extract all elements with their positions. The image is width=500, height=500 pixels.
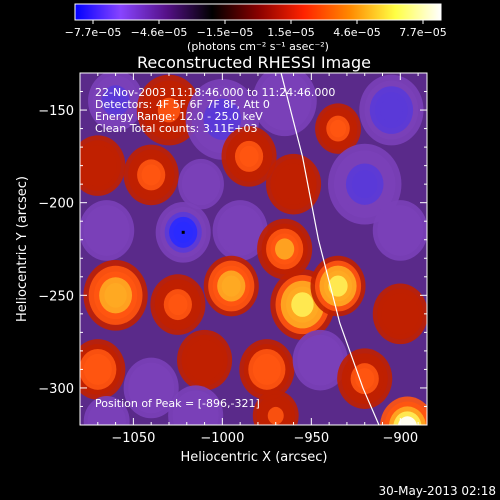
intensity-blob-positive: [83, 259, 148, 331]
intensity-blob-positive: [177, 329, 233, 391]
chart-title: Reconstructed RHESSI Image: [137, 53, 371, 72]
intensity-blob-negative: [88, 73, 144, 132]
colorbar-tick-label: 4.6e−05: [333, 26, 380, 39]
y-tick-label: −200: [38, 197, 74, 212]
x-tick-label: −1050: [111, 431, 155, 446]
intensity-blob-negative: [178, 158, 224, 210]
intensity-blob-negative: [83, 396, 130, 425]
intensity-blob-negative: [372, 200, 427, 261]
colorbar-unit-label: (photons cm⁻² s⁻¹ asec⁻²): [187, 40, 329, 53]
annotation-counts: Clean Total counts: 3.11E+03: [95, 122, 258, 135]
colorbar-ticks: −7.7e−05 −4.6e−05 −1.5e−05 1.5e−05 4.6e−05 7.…: [65, 20, 447, 39]
annotation-time: 22-Nov-2003 11:18:46.000 to 11:24:46.000: [95, 86, 335, 99]
intensity-blob-negative: [252, 73, 317, 137]
intensity-blob-negative: [327, 143, 402, 225]
annotation-block: 22-Nov-2003 11:18:46.000 to 11:24:46.000…: [95, 86, 335, 135]
intensity-map: [80, 73, 427, 425]
solar-limb-line: [280, 73, 380, 425]
colorbar-tick-label: −1.5e−05: [197, 26, 254, 39]
colorbar-tick-label: −4.6e−05: [131, 26, 188, 39]
x-tick-label: −950: [293, 431, 329, 446]
intensity-blob-positive: [265, 153, 322, 215]
x-axis-label: Heliocentric X (arcsec): [181, 450, 328, 465]
intensity-blob-positive: [337, 348, 393, 409]
intensity-blob-positive: [80, 135, 126, 196]
peak-marker: [181, 230, 185, 234]
y-tick-label: −150: [38, 104, 74, 119]
colorbar-tick-label: −7.7e−05: [65, 26, 122, 39]
intensity-blob-negative: [123, 357, 179, 419]
intensity-blob-positive: [203, 255, 259, 317]
colorbar-tick-label: 7.7e−05: [399, 26, 446, 39]
intensity-blob-positive: [221, 126, 277, 187]
plot-frame: [79, 72, 428, 426]
intensity-blob-positive: [310, 255, 366, 317]
intensity-blob-negative: [292, 329, 348, 391]
y-tick-label: −300: [38, 382, 74, 397]
intensity-blob-positive: [150, 274, 206, 335]
intensity-blob-positive: [379, 396, 427, 425]
footer-timestamp: 30-May-2013 02:18: [379, 484, 496, 498]
intensity-blob-positive: [239, 339, 295, 400]
colorbar-tick-label: 1.5e−05: [267, 26, 314, 39]
x-axis-ticks: −1050 −1000 −950 −900: [97, 73, 419, 446]
intensity-blob-negative: [168, 385, 224, 425]
y-tick-label: −250: [38, 289, 74, 304]
intensity-blob-positive: [372, 283, 427, 345]
y-axis-ticks: −300 −250 −200 −150: [38, 72, 427, 426]
intensity-blob-negative: [212, 200, 268, 261]
intensity-blob-positive: [252, 390, 299, 425]
colorbar: [74, 3, 442, 21]
x-tick-label: −1000: [200, 431, 244, 446]
intensity-blob-negative: [359, 74, 424, 146]
annotation-detectors: Detectors: 4F 5F 6F 7F 8F, Att 0: [95, 98, 270, 111]
intensity-blob-positive: [136, 74, 202, 146]
intensity-blob-positive: [123, 144, 179, 206]
y-axis-label: Heliocentric Y (arcsec): [15, 176, 30, 322]
intensity-blob-positive: [257, 218, 313, 280]
peak-position-label: Position of Peak = [-896,-321]: [95, 397, 260, 410]
intensity-blob-positive: [80, 339, 126, 400]
x-tick-label: −900: [382, 431, 418, 446]
intensity-blob-negative: [80, 200, 135, 261]
annotation-energy: Energy Range: 12.0 - 25.0 keV: [95, 110, 263, 123]
intensity-blob-positive: [315, 103, 361, 154]
